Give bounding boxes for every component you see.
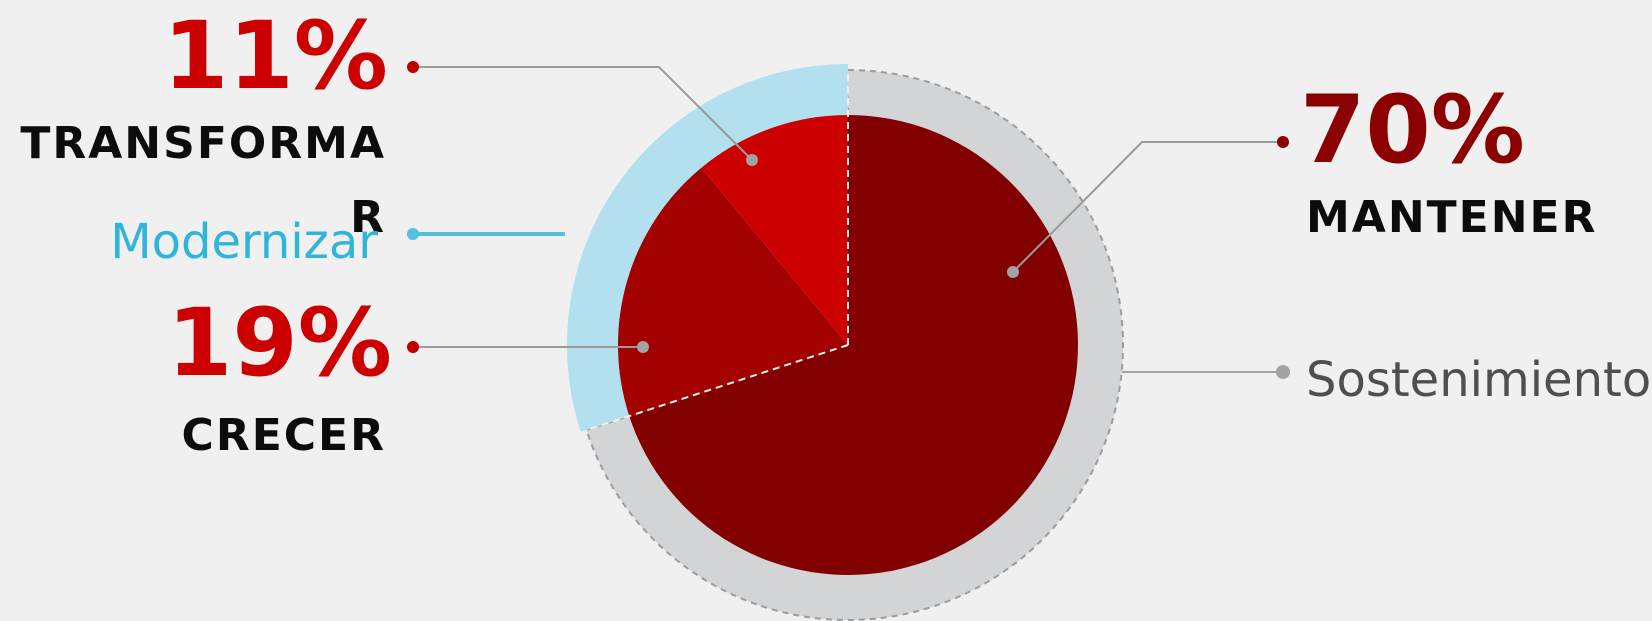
leader-dot-sostenimiento — [1276, 365, 1290, 379]
category-label-mantener: MANTENER — [1306, 192, 1598, 243]
slice-mantener — [629, 115, 1079, 575]
category-label-transformar-line2: R — [350, 192, 386, 243]
percent-label-crecer: 19% — [167, 289, 392, 398]
leader-line-mantener — [1012, 141, 1282, 273]
slice-crecer — [617, 167, 848, 417]
slice-transformar — [701, 115, 848, 345]
leader-dot-mantener — [1277, 136, 1289, 148]
category-label-crecer: CRECER — [182, 410, 386, 461]
ring-modernizar — [567, 64, 848, 432]
leader-dot-modernizar — [407, 228, 419, 240]
leader-dot-transformar-inner — [746, 154, 758, 166]
leader-dot-crecer — [407, 341, 419, 353]
leader-dot-mantener-inner — [1007, 266, 1019, 278]
percent-label-mantener: 70% — [1300, 76, 1525, 185]
group-label-modernizar: Modernizar — [110, 214, 378, 270]
leader-line-transformar — [414, 66, 753, 161]
group-label-sostenimiento: Sostenimiento — [1306, 352, 1651, 408]
percent-label-transformar: 11% — [163, 2, 388, 111]
group-separator — [586, 344, 849, 431]
leader-dot-transformar — [407, 61, 419, 73]
leader-dot-crecer-inner — [637, 341, 649, 353]
category-label-transformar-line1: TRANSFORMA — [20, 118, 386, 169]
